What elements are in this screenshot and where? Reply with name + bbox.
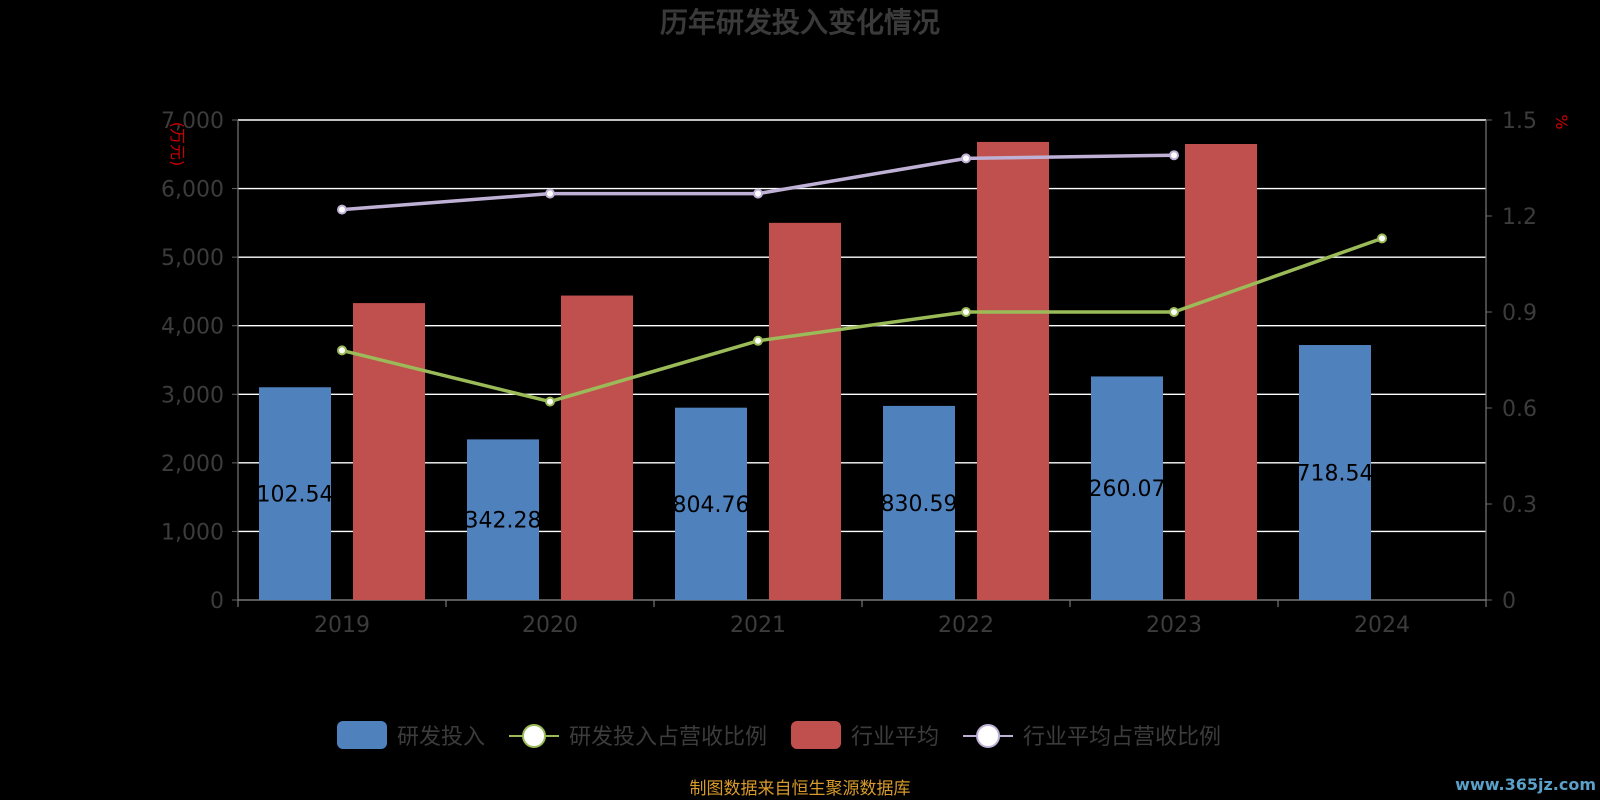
bar [1091, 376, 1163, 600]
bar [883, 405, 955, 600]
bar [561, 295, 633, 600]
right-tick-label: 0.6 [1502, 397, 1537, 422]
legend-label: 行业平均占营收比例 [1023, 725, 1221, 750]
source-note: 制图数据来自恒生聚源数据库 [690, 779, 911, 799]
left-tick-label: 0 [210, 589, 224, 614]
x-tick-label: 2022 [938, 613, 994, 638]
lines [337, 150, 1387, 407]
left-axis-unit: (万元) [168, 122, 187, 167]
bar [675, 407, 747, 600]
line-point [1377, 233, 1387, 244]
x-tick-label: 2021 [730, 613, 786, 638]
x-tick-label: 2020 [522, 613, 578, 638]
line-point [1169, 307, 1179, 317]
line-point [753, 188, 763, 199]
data-label: 260.07 [1089, 477, 1166, 502]
x-tick-label: 2024 [1354, 613, 1410, 638]
bar [467, 439, 539, 600]
x-tick-label: 2023 [1146, 613, 1202, 638]
right-tick-label: 1.2 [1502, 205, 1537, 230]
left-tick-label: 3,000 [161, 383, 224, 408]
line-point [545, 396, 555, 407]
legend-swatch-marker [976, 724, 1001, 748]
grid-lines [238, 119, 1486, 533]
legend-label: 研发投入 [397, 725, 485, 750]
right-axis-unit: % [1552, 114, 1571, 129]
data-labels: 102.54 342.28 804.76 830.59 260.07 718.54 [257, 462, 1374, 534]
legend-label: 行业平均 [851, 725, 939, 750]
left-tick-label: 5,000 [161, 246, 224, 271]
line-point [961, 153, 971, 164]
legend-swatch-marker [522, 724, 547, 748]
line-point [545, 188, 555, 199]
left-tick-label: 2,000 [161, 452, 224, 477]
legend-swatch-bar [791, 721, 842, 749]
legend-swatch-bar [337, 721, 387, 749]
data-label: 804.76 [673, 493, 750, 518]
line-point [961, 307, 971, 317]
bar [1299, 345, 1371, 600]
x-tick-label: 2019 [314, 613, 370, 638]
right-tick-label: 0.9 [1502, 301, 1537, 326]
left-tick-label: 1,000 [161, 520, 224, 545]
line-point [337, 204, 347, 215]
right-tick-label: 0.3 [1502, 493, 1537, 518]
line-point [337, 345, 347, 356]
legend-label: 研发投入占营收比例 [569, 725, 767, 750]
chart-title: 历年研发投入变化情况 [660, 6, 940, 39]
data-label: 718.54 [1297, 462, 1374, 487]
right-tick-label: 1.5 [1502, 109, 1537, 134]
bar [259, 387, 331, 600]
left-tick-label: 7,000 [161, 109, 224, 134]
line-point [1169, 150, 1179, 161]
data-label: 102.54 [257, 483, 334, 508]
legend[interactable]: 研发投入 研发投入占营收比例 行业平均 行业平均占营收比例 [337, 721, 1221, 750]
watermark: www.365jz.com [1455, 775, 1596, 794]
bar [353, 303, 425, 600]
line-point [753, 335, 763, 346]
bar [977, 141, 1049, 600]
data-label: 342.28 [465, 509, 542, 534]
bar [1185, 144, 1257, 600]
series-line [341, 236, 1383, 404]
left-tick-label: 4,000 [161, 315, 224, 340]
bars [259, 141, 1371, 600]
series-line [341, 153, 1175, 212]
axes: 0 1,000 2,000 3,000 4,000 5,000 6,000 7,000 0 0.3… [161, 109, 1537, 638]
left-tick-label: 6,000 [161, 178, 224, 203]
bar [769, 222, 841, 600]
right-tick-label: 0 [1502, 589, 1516, 614]
data-label: 830.59 [881, 492, 958, 517]
